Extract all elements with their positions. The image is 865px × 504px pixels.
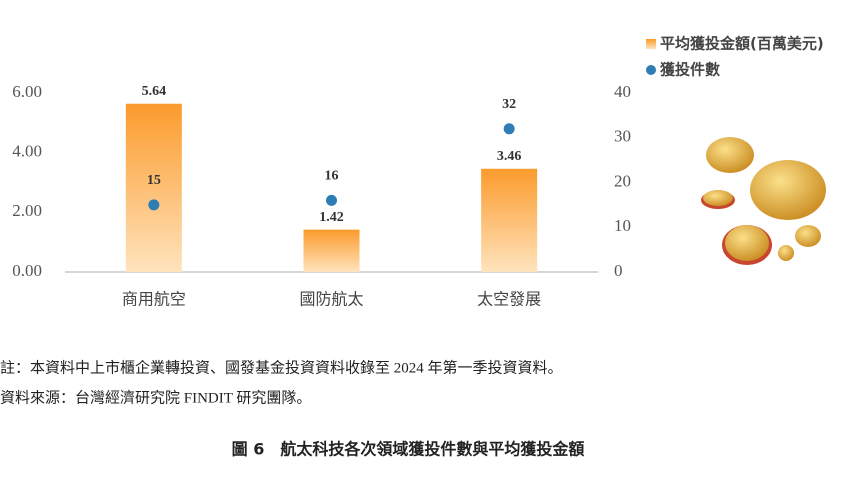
- y2-tick-label: 10: [614, 216, 631, 235]
- legend-swatch: [646, 39, 656, 49]
- point: [326, 194, 337, 206]
- value-label: 5.64: [142, 84, 167, 99]
- value-label: 15: [147, 173, 161, 188]
- value-label: 32: [502, 97, 516, 112]
- bar: [125, 103, 182, 273]
- point: [148, 199, 160, 211]
- bar: [481, 168, 538, 272]
- point: [503, 123, 515, 135]
- y-tick-label: 2.00: [12, 201, 42, 220]
- y-tick-label: 4.00: [12, 142, 42, 161]
- y2-tick-label: 30: [614, 127, 631, 146]
- x-tick-label: 國防航太: [299, 290, 363, 309]
- note: 註：本資料中上市櫃企業轉投資、國發基金投資資料收錄至 2024 年第一季投資資料…: [0, 358, 563, 376]
- caption: 圖 6 航太科技各次領域獲投件數與平均獲投金額: [232, 440, 585, 459]
- legend-label: 獲投件數: [660, 61, 720, 79]
- y2-tick-label: 40: [614, 82, 631, 101]
- legend-swatch: [646, 65, 656, 75]
- value-label: 1.42: [319, 210, 344, 225]
- value-label: 16: [325, 169, 339, 184]
- y2-tick-label: 20: [614, 171, 631, 190]
- bar: [303, 229, 360, 272]
- y2-tick-label: 0: [614, 261, 623, 280]
- legend-label: 平均獲投金額(百萬美元): [660, 35, 824, 53]
- note: 資料來源：台灣經濟研究院 FINDIT 研究團隊。: [0, 388, 311, 406]
- x-tick-label: 商用航空: [122, 290, 186, 309]
- decoration: [701, 137, 826, 265]
- y-tick-label: 6.00: [12, 82, 42, 101]
- x-tick-label: 太空發展: [477, 290, 541, 309]
- value-label: 3.46: [497, 149, 522, 164]
- y-tick-label: 0.00: [12, 261, 42, 280]
